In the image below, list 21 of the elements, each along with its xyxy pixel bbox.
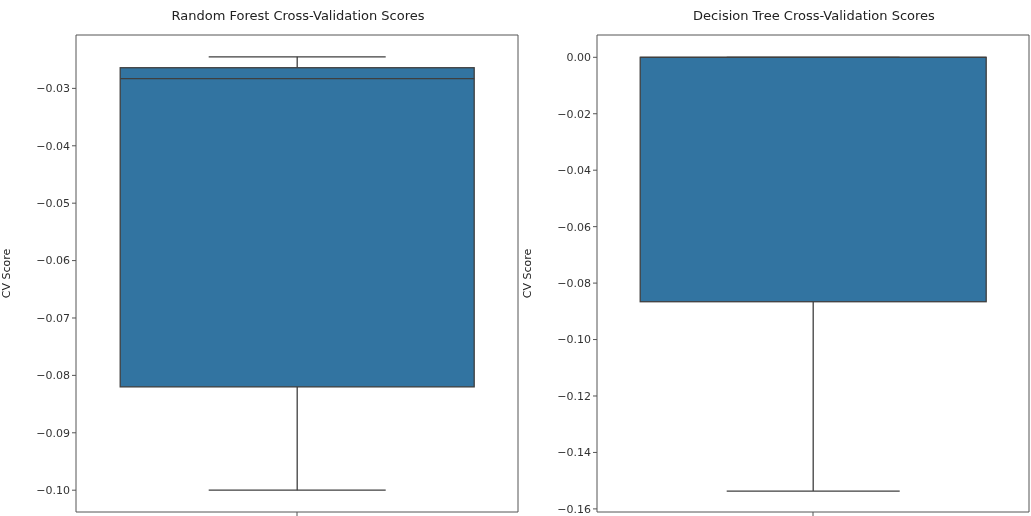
y-tick-label: −0.06 <box>557 220 591 234</box>
chart-title: Random Forest Cross-Validation Scores <box>170 8 426 23</box>
y-tick-label: −0.03 <box>36 82 70 96</box>
y-axis-title: CV Score <box>0 248 13 299</box>
y-axis-title: CV Score <box>520 248 534 299</box>
y-tick-label: −0.10 <box>36 484 70 498</box>
y-tick-label: −0.14 <box>557 446 591 460</box>
y-tick-label: −0.12 <box>557 389 591 403</box>
y-tick-label: −0.02 <box>557 107 591 121</box>
y-tick-label: −0.06 <box>36 254 70 268</box>
chart-title: Decision Tree Cross-Validation Scores <box>692 8 936 23</box>
y-tick-label: −0.09 <box>36 426 70 440</box>
y-tick-label: −0.05 <box>36 197 70 211</box>
y-tick-label: −0.16 <box>557 502 591 516</box>
y-tick-label: −0.04 <box>557 164 591 178</box>
y-tick-label: −0.04 <box>36 139 70 153</box>
y-tick-label: −0.10 <box>557 333 591 347</box>
y-tick-label: −0.08 <box>557 277 591 290</box>
y-tick-label: −0.07 <box>36 311 70 325</box>
y-tick-label: 0.00 <box>566 51 591 65</box>
y-tick-label: −0.08 <box>36 369 70 383</box>
